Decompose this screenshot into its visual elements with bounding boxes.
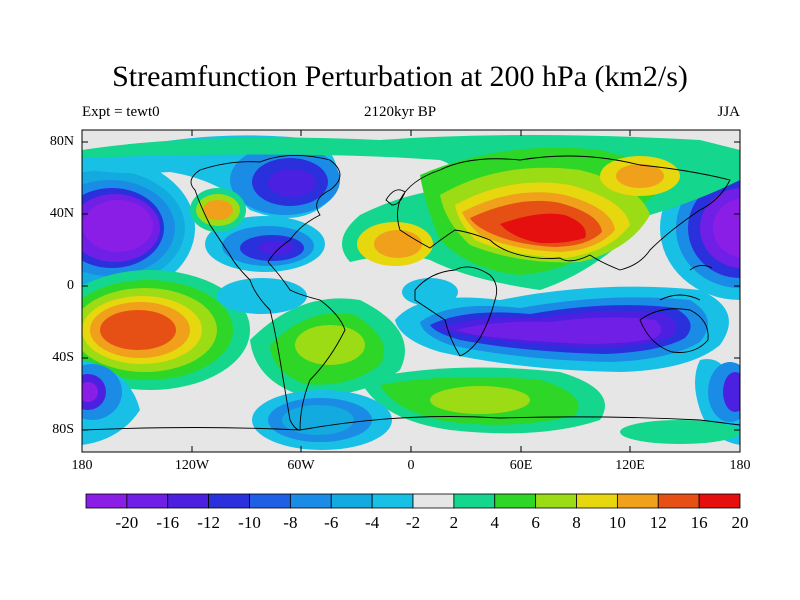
lat-label-80s: 80S [52, 422, 74, 437]
south-pacific-high [82, 270, 250, 390]
colorbar-label: 8 [572, 513, 581, 532]
lat-label-0: 0 [67, 278, 74, 293]
lat-label-40n: 40N [49, 206, 74, 221]
colorbar-label: 2 [449, 513, 459, 532]
colorbar-swatch [535, 493, 577, 509]
time-label: 2120kyr BP [363, 104, 437, 120]
lon-label-120w: 120W [174, 458, 210, 473]
colorbar-swatch [616, 493, 659, 509]
colorbar-label: -4 [365, 513, 380, 532]
pacific-low-west [82, 156, 195, 300]
lon-label-180w: 180 [71, 458, 93, 473]
axis-ticks [81, 130, 741, 452]
lat-label-40s: 40S [52, 350, 74, 365]
lat-label-80n: 80N [49, 134, 74, 149]
colorbar-label: 4 [490, 513, 500, 532]
lon-label-60e: 60E [509, 458, 533, 473]
colorbar-label: -6 [324, 513, 339, 532]
colorbar-swatch [412, 493, 455, 509]
colorbar-swatch [453, 493, 496, 509]
colorbar-swatch [289, 493, 332, 509]
lon-label-120e: 120E [615, 458, 645, 473]
colorbar-swatch [657, 493, 700, 509]
colorbar-label: -2 [405, 513, 421, 532]
colorbar-swatch [85, 493, 128, 509]
colorbar-swatch [167, 493, 210, 509]
colorbar-label: -20 [115, 513, 139, 532]
colorbar-swatch [330, 493, 373, 509]
colorbar-swatch [494, 493, 537, 509]
colorbar [85, 493, 741, 509]
colorbar-swatch [208, 493, 250, 509]
colorbar-label: 10 [608, 513, 626, 532]
colorbar-swatch [698, 493, 741, 509]
eurasia-high [82, 135, 740, 290]
colorbar-label: -8 [283, 513, 298, 532]
plot-title: Streamfunction Perturbation at 200 hPa (… [112, 60, 688, 93]
colorbar-swatch [576, 493, 618, 509]
coastlines [82, 155, 740, 431]
experiment-label: Expt = tewt0 [82, 104, 160, 120]
colorbar-swatch [249, 493, 291, 509]
colorbar-label: 20 [731, 513, 749, 532]
season-label: JJA [717, 104, 740, 120]
colorbar-label: -12 [197, 513, 220, 532]
lon-label-0: 0 [407, 458, 415, 473]
colorbar-label: 16 [690, 513, 708, 532]
south-atlantic-high [250, 298, 605, 434]
colorbar-swatch [126, 493, 169, 509]
colorbar-swatch [371, 493, 414, 509]
colorbar-label: 12 [649, 513, 667, 532]
lon-label-180e: 180 [729, 458, 751, 473]
equatorial-lows [217, 278, 458, 314]
north-america-lows [90, 135, 340, 272]
colorbar-label: -16 [156, 513, 180, 532]
lon-label-60w: 60W [287, 458, 315, 473]
north-america-high [190, 188, 246, 232]
colorbar-label: 6 [531, 513, 540, 532]
indian-ocean-low [395, 286, 729, 372]
streamfunction-field [82, 135, 740, 450]
colorbar-label: -10 [238, 513, 261, 532]
